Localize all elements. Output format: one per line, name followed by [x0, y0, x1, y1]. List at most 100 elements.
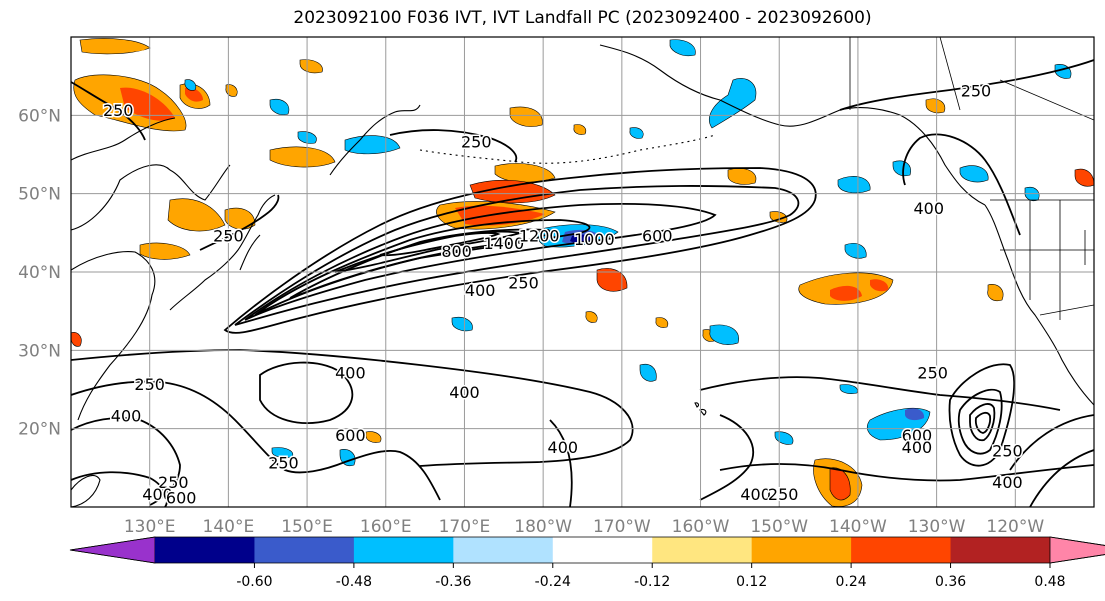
ivt-contours — [71, 59, 1094, 507]
positive-anomaly-patch — [655, 317, 669, 328]
negative-anomaly-patch — [669, 39, 696, 57]
colorbar-swatch — [254, 537, 355, 563]
colorbar-outline — [69, 536, 1105, 564]
aleutian-chain — [419, 134, 716, 164]
contour-label: 600 — [166, 489, 197, 508]
us-mexico-border — [1039, 304, 1094, 316]
negative-anomaly-patch — [839, 384, 858, 394]
positive-anomaly-patch — [585, 311, 598, 323]
contour-label: 400 — [902, 438, 933, 457]
contour-label: 1400 — [483, 234, 524, 253]
longitude-tick-label: 150°E — [281, 517, 333, 537]
ivt-contour-800-se — [974, 411, 992, 434]
positive-anomaly-patch — [269, 146, 336, 168]
ivt-contour-400 — [234, 185, 800, 326]
negative-anomaly-patch — [959, 165, 989, 183]
positive-anomaly-patch — [509, 106, 543, 127]
colorbar-swatch — [950, 537, 1051, 563]
ivt-contour-250-sec — [1009, 414, 1094, 507]
longitude-tick-label: 170°W — [593, 517, 651, 537]
contour-label: 400 — [992, 473, 1023, 492]
contour-label: 800 — [441, 242, 472, 261]
contour-label: 400 — [548, 438, 579, 457]
positive-anomaly-patch — [185, 87, 203, 102]
map-title: 2023092100 F036 IVT, IVT Landfall PC (20… — [293, 8, 872, 28]
japan-coastline — [169, 194, 276, 311]
negative-anomaly-patch — [892, 160, 911, 177]
colorbar-swatch — [652, 537, 753, 563]
contour-label: 250 — [103, 101, 134, 120]
positive-anomaly-patch — [494, 163, 556, 183]
longitude-tick-label: 140°W — [829, 517, 887, 537]
colorbar-tick-label: -0.48 — [336, 574, 372, 590]
colorbar-tick-label: 0.24 — [836, 574, 867, 590]
contour-label: 1200 — [519, 226, 560, 245]
latitude-tick-label: 30°N — [18, 341, 61, 361]
negative-anomaly-patch — [905, 408, 925, 421]
longitude-tick-label: 180°W — [514, 517, 572, 537]
ivt-contour-250-aleut — [389, 129, 518, 163]
ivt-contour-250-north — [71, 81, 146, 141]
colorbar-swatch — [751, 537, 852, 563]
contour-label: 400 — [111, 406, 142, 425]
ivt-contour-250 — [223, 167, 817, 334]
latitude-tick-label: 50°N — [18, 185, 61, 205]
colorbar-tick-label: -0.12 — [634, 574, 670, 590]
negative-anomaly-patch — [184, 79, 197, 91]
ivt-contour-250-se — [948, 363, 1016, 467]
colorbar: -0.60 -0.48 -0.36 -0.24 -0.12 0.12 0.24 0.36 0.4… — [69, 536, 1105, 590]
negative-anomaly-patch — [271, 447, 294, 458]
ivt-contour-250-nepac — [839, 59, 1094, 111]
contour-label: 400 — [449, 383, 480, 402]
philippines-coastline — [71, 475, 101, 507]
axis-tick-labels: 130°E 140°E 150°E 160°E 170°E 180°W 170°W 160°W… — [18, 106, 1044, 537]
contour-label: 400 — [465, 281, 496, 300]
contour-label: 250 — [508, 273, 539, 292]
longitude-tick-label: 130°W — [908, 517, 966, 537]
contour-label: 600 — [642, 226, 673, 245]
asia-coastline — [71, 117, 231, 421]
colorbar-swatch — [851, 537, 952, 563]
ivt-contour-400-bc — [902, 133, 1021, 236]
contour-label: 250 — [917, 363, 948, 382]
negative-anomaly-patch — [709, 324, 739, 345]
colorbar-tick-label: -0.24 — [535, 574, 571, 590]
contour-label: 1000 — [574, 230, 615, 249]
contour-label: 250 — [768, 485, 799, 504]
contour-label: 250 — [213, 226, 244, 245]
negative-anomaly-patch — [639, 363, 657, 382]
longitude-tick-label: 120°W — [986, 517, 1044, 537]
negative-anomaly-patch — [269, 99, 290, 115]
longitude-tick-label: 140°E — [203, 517, 255, 537]
map-frame — [70, 36, 1095, 508]
political-borders — [849, 37, 1094, 320]
coastlines — [71, 44, 1094, 507]
positive-anomaly-patch — [139, 242, 191, 260]
contour-label: 250 — [961, 81, 992, 100]
ivt-contour-400-se — [957, 388, 1003, 455]
negative-anomaly-patch — [837, 176, 871, 194]
contour-label: 400 — [913, 199, 944, 218]
ivt-contour-400-ee — [719, 463, 1094, 482]
colorbar-min-extension — [69, 536, 156, 564]
kamchatka-coastline — [329, 104, 421, 176]
ivt-contour-250-south — [71, 380, 441, 501]
negative-anomaly-patch — [451, 317, 473, 332]
latitude-tick-label: 60°N — [18, 106, 61, 126]
positive-anomaly-patch — [167, 198, 226, 232]
longitude-tick-label: 130°E — [124, 517, 176, 537]
graticule — [71, 37, 1094, 507]
colorbar-swatch — [353, 537, 454, 563]
colorbar-tick-label: -0.36 — [435, 574, 471, 590]
ivt-contour-600-se — [969, 403, 996, 442]
latitude-tick-label: 20°N — [18, 420, 61, 440]
colorbar-swatch — [552, 537, 653, 563]
positive-anomaly-patch — [573, 124, 587, 135]
north-america-coastline — [984, 204, 1094, 406]
colorbar-swatch — [155, 537, 255, 563]
positive-anomaly-patch — [88, 39, 145, 53]
us-state-borders — [1000, 200, 1094, 320]
positive-anomaly-patch — [365, 431, 382, 443]
